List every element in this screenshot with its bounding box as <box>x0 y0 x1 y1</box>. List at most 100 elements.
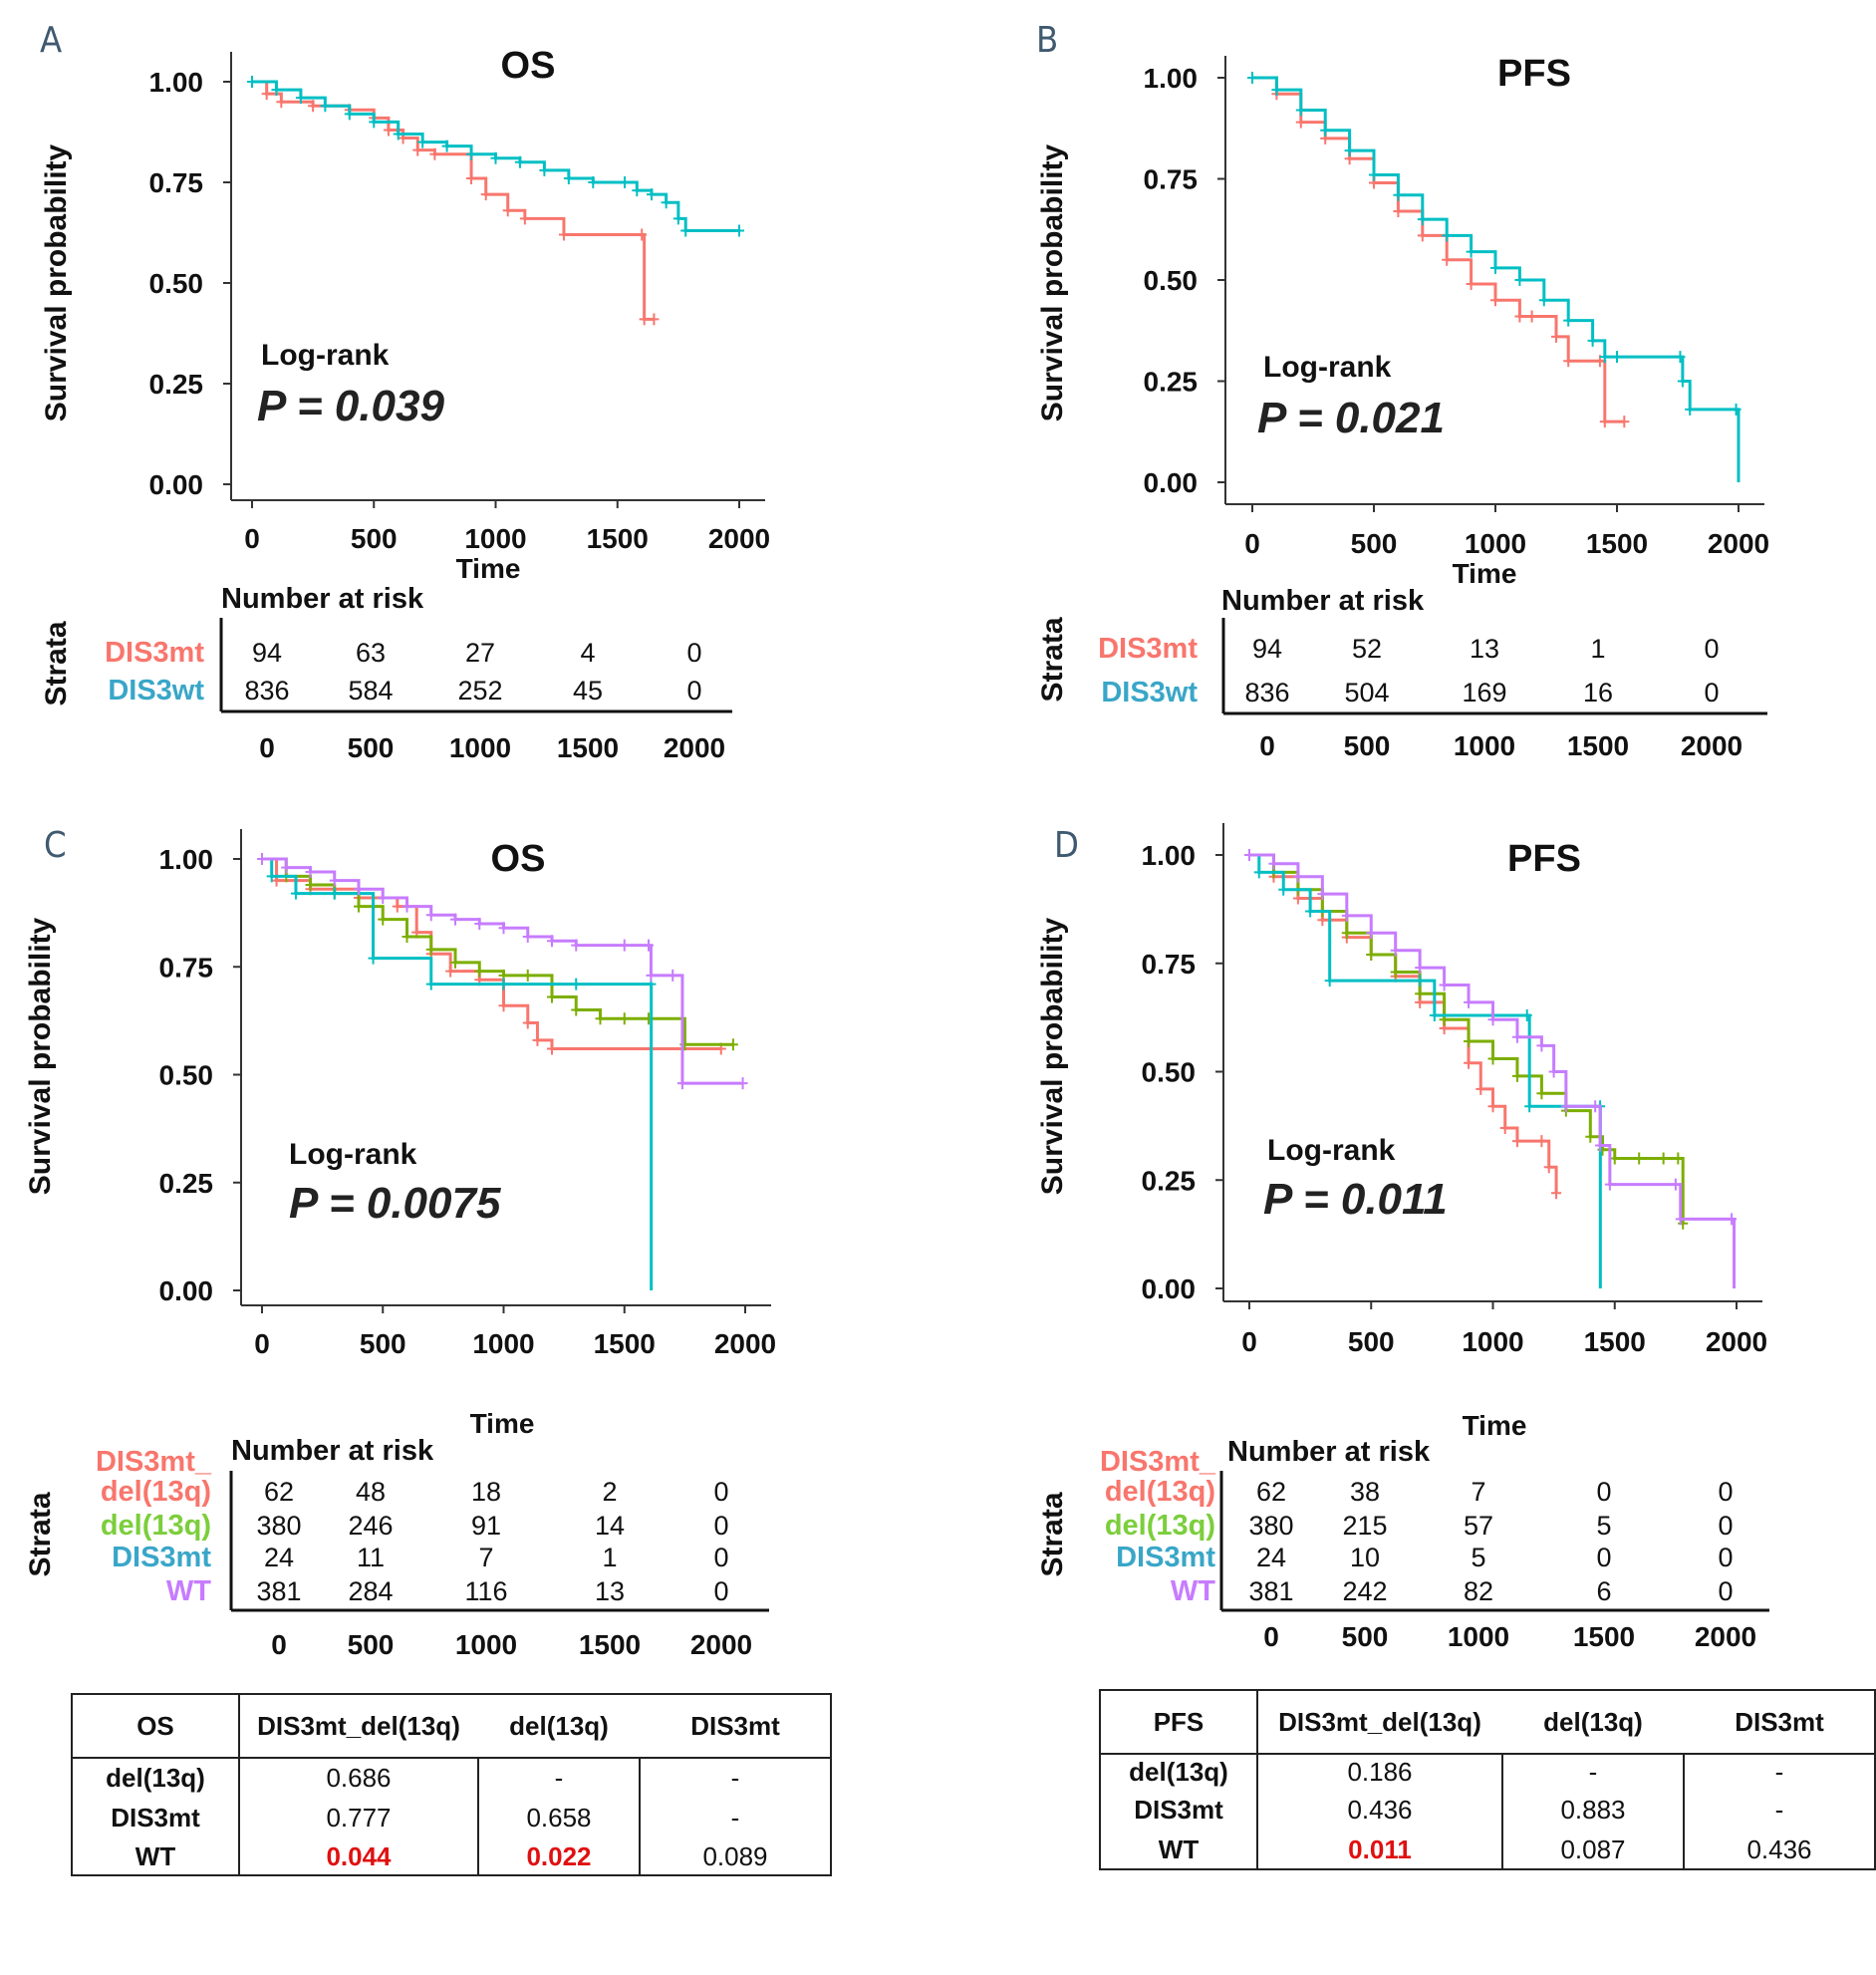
x-tick-label: 2000 <box>714 1328 776 1359</box>
censor-mark <box>257 853 267 865</box>
censor-mark <box>1324 975 1335 988</box>
censor-mark <box>271 84 282 97</box>
risk-count: 0 <box>1718 1511 1733 1541</box>
risk-count: 13 <box>1470 634 1499 664</box>
y-tick-label: 0.00 <box>1144 467 1199 498</box>
censor-mark <box>329 874 340 887</box>
y-tick-label: 1.00 <box>1144 63 1199 94</box>
censor-mark <box>644 939 654 952</box>
censor-mark <box>320 100 331 113</box>
strata-name: DIS3wt <box>1101 677 1198 708</box>
strata-label: Strata <box>24 1492 57 1576</box>
censor-mark <box>490 151 501 164</box>
y-tick-label: 0.50 <box>1142 1057 1197 1088</box>
risk-count: 7 <box>478 1543 493 1572</box>
censor-mark <box>1295 104 1306 117</box>
risk-count: 0 <box>713 1511 728 1541</box>
x-tick-label: 500 <box>1351 528 1398 559</box>
censor-mark <box>646 969 657 982</box>
table-row-label: DIS3mt <box>111 1803 200 1833</box>
pairwise-pvalue-table: PFS DIS3mt_del(13q) del(13q) DIS3mt del(13q)… <box>1099 1689 1876 1870</box>
risk-count: 0 <box>686 676 701 705</box>
risk-count: 82 <box>1464 1576 1493 1606</box>
censor-mark <box>1487 1013 1498 1026</box>
panel-letter: A <box>40 20 62 61</box>
risk-count: 242 <box>1342 1576 1387 1606</box>
censor-mark <box>392 900 402 913</box>
censor-mark <box>1514 310 1525 323</box>
strata-name: DIS3wt <box>108 675 204 706</box>
censor-mark <box>498 922 509 935</box>
censor-mark <box>1551 1187 1562 1200</box>
censor-mark <box>1511 1135 1522 1148</box>
panel-letter: C <box>44 825 67 866</box>
table-border <box>1099 1689 1876 1870</box>
censor-mark <box>1317 888 1328 901</box>
censor-mark <box>1244 849 1254 861</box>
censor-mark <box>1442 229 1453 242</box>
censor-mark <box>429 147 440 160</box>
strata-name: del(13q) <box>1105 1476 1215 1508</box>
censor-mark <box>369 116 380 129</box>
censor-mark <box>295 92 306 105</box>
censor-mark <box>1587 334 1598 347</box>
x-tick-label: 1500 <box>587 523 649 554</box>
censor-mark <box>305 865 316 878</box>
p-value: P = 0.021 <box>1257 394 1445 442</box>
logrank-label: Log-rank <box>261 339 390 372</box>
x-tick-label: 1500 <box>1584 1326 1646 1357</box>
censor-mark <box>1604 1178 1615 1191</box>
risk-count: 5 <box>1596 1511 1611 1541</box>
table-corner-label: OS <box>136 1711 174 1741</box>
table-cell: 0.658 <box>526 1803 591 1833</box>
series-dis3wt <box>247 76 744 237</box>
censor-mark <box>354 883 364 896</box>
censor-mark <box>1271 84 1282 97</box>
risk-count: 284 <box>348 1576 393 1606</box>
censor-mark <box>1487 1100 1498 1113</box>
censor-mark <box>474 965 485 978</box>
table-corner-label: PFS <box>1154 1707 1205 1737</box>
table-cell: 0.777 <box>326 1803 391 1833</box>
risk-time-label: 0 <box>271 1629 287 1660</box>
y-axis-label: Survival probability <box>1036 143 1069 422</box>
table-cell: 0.436 <box>1746 1834 1811 1864</box>
censor-mark <box>1487 1052 1498 1065</box>
table-cell: - <box>731 1803 740 1833</box>
censor-mark <box>1609 1152 1620 1165</box>
table-column-header: DIS3mt <box>1735 1707 1824 1737</box>
censor-mark <box>1563 314 1574 327</box>
censor-mark <box>1658 1152 1669 1165</box>
y-tick-label: 0.75 <box>159 952 214 983</box>
censor-mark <box>1393 204 1404 217</box>
risk-time-label: 1000 <box>1454 730 1515 761</box>
strata-name: DIS3mt <box>112 1542 211 1573</box>
censor-mark <box>522 969 533 982</box>
censor-mark <box>1393 188 1404 201</box>
censor-mark <box>1675 351 1686 364</box>
risk-count: 18 <box>471 1477 501 1507</box>
risk-count: 0 <box>713 1576 728 1606</box>
risk-table-header: Number at risk <box>231 1435 434 1467</box>
censor-mark <box>1514 274 1525 286</box>
censor-mark <box>1536 1135 1547 1148</box>
risk-time-label: 500 <box>1342 1621 1389 1652</box>
risk-count: 246 <box>348 1511 393 1541</box>
censor-mark <box>383 124 394 137</box>
censor-mark <box>1548 1065 1559 1078</box>
strata-name: DIS3mt <box>1098 633 1198 665</box>
table-cell: 0.883 <box>1560 1795 1625 1825</box>
risk-table-header: Number at risk <box>221 583 424 615</box>
censor-mark <box>727 1038 738 1051</box>
censor-mark <box>1563 355 1574 368</box>
risk-count: 836 <box>244 676 289 705</box>
p-value: P = 0.0075 <box>289 1179 501 1228</box>
censor-mark <box>1247 72 1257 84</box>
censor-mark <box>737 1077 748 1090</box>
risk-count: 48 <box>356 1477 386 1507</box>
table-cell: - <box>731 1763 740 1793</box>
survival-curve <box>262 857 733 1046</box>
censor-mark <box>1490 261 1500 274</box>
censor-mark <box>514 155 525 168</box>
